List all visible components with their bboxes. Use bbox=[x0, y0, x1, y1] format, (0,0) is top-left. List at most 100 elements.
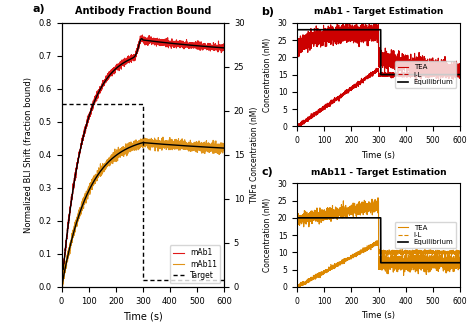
Equilibrium bbox=[378, 73, 383, 77]
Y-axis label: Concentration (nM): Concentration (nM) bbox=[263, 198, 272, 272]
TEA bbox=[343, 17, 348, 21]
I-L bbox=[323, 270, 328, 274]
mAb1 bbox=[128, 57, 134, 61]
TEA bbox=[414, 80, 419, 84]
I-L bbox=[313, 111, 319, 115]
I-L bbox=[295, 126, 301, 130]
mAb1 bbox=[221, 46, 227, 50]
TEA bbox=[401, 274, 406, 277]
I-L bbox=[323, 103, 328, 107]
I-L bbox=[457, 74, 463, 78]
Line: mAb11: mAb11 bbox=[62, 137, 224, 291]
Legend: TEA, I-L, Equilibrium: TEA, I-L, Equilibrium bbox=[395, 222, 456, 248]
Equilibrium bbox=[454, 73, 459, 77]
TEA bbox=[454, 69, 459, 73]
Line: I-L: I-L bbox=[297, 68, 460, 128]
Y-axis label: TNFα Concentration (nM): TNFα Concentration (nM) bbox=[250, 107, 259, 203]
Target bbox=[221, 278, 227, 282]
Equilibrium bbox=[364, 28, 369, 32]
TEA bbox=[364, 26, 370, 30]
TEA bbox=[437, 60, 442, 64]
TEA bbox=[357, 28, 363, 32]
Legend: mAb1, mAb11, Target: mAb1, mAb11, Target bbox=[170, 245, 220, 283]
TEA bbox=[457, 264, 463, 268]
Text: b): b) bbox=[262, 7, 274, 17]
Equilibrium bbox=[323, 216, 328, 220]
Y-axis label: Normalized BLI Shift (fraction bound): Normalized BLI Shift (fraction bound) bbox=[24, 77, 33, 233]
I-L bbox=[437, 72, 442, 76]
mAb11 bbox=[201, 144, 206, 148]
I-L bbox=[457, 250, 463, 254]
I-L bbox=[454, 72, 459, 76]
Text: a): a) bbox=[32, 4, 45, 14]
mAb1 bbox=[201, 42, 206, 46]
Equilibrium bbox=[357, 216, 363, 220]
mAb1 bbox=[59, 284, 64, 288]
X-axis label: Time (s): Time (s) bbox=[362, 311, 395, 320]
I-L bbox=[294, 124, 300, 127]
Line: Target: Target bbox=[62, 104, 224, 280]
Equilibrium bbox=[378, 261, 383, 265]
Line: mAb1: mAb1 bbox=[62, 35, 224, 287]
I-L bbox=[375, 238, 381, 242]
Legend: TEA, I-L, Equilibrium: TEA, I-L, Equilibrium bbox=[395, 61, 456, 88]
Line: I-L: I-L bbox=[297, 240, 460, 289]
TEA bbox=[375, 196, 381, 200]
I-L bbox=[375, 66, 381, 70]
Target bbox=[59, 102, 64, 106]
X-axis label: Time (s): Time (s) bbox=[362, 151, 395, 160]
Equilibrium bbox=[313, 28, 319, 32]
mAb11 bbox=[121, 148, 127, 152]
Equilibrium bbox=[323, 28, 328, 32]
X-axis label: Time (s): Time (s) bbox=[123, 311, 163, 321]
Line: TEA: TEA bbox=[297, 19, 460, 82]
TEA bbox=[313, 211, 319, 215]
TEA bbox=[364, 202, 369, 206]
Line: Equilibrium: Equilibrium bbox=[297, 30, 460, 75]
mAb11 bbox=[160, 135, 166, 139]
TEA bbox=[323, 214, 328, 218]
I-L bbox=[357, 252, 363, 256]
Title: mAb11 - Target Estimation: mAb11 - Target Estimation bbox=[311, 168, 447, 177]
TEA bbox=[323, 35, 328, 39]
mAb11 bbox=[221, 149, 227, 153]
I-L bbox=[313, 275, 319, 279]
TEA bbox=[294, 53, 300, 57]
Equilibrium bbox=[294, 28, 300, 32]
Equilibrium bbox=[294, 216, 300, 220]
I-L bbox=[437, 249, 442, 253]
I-L bbox=[364, 246, 370, 250]
Equilibrium bbox=[457, 73, 463, 77]
mAb11 bbox=[87, 185, 92, 189]
mAb1 bbox=[139, 33, 145, 37]
mAb1 bbox=[121, 64, 127, 68]
I-L bbox=[294, 282, 300, 286]
Target bbox=[140, 278, 146, 282]
Y-axis label: Concentration (nM): Concentration (nM) bbox=[263, 37, 272, 112]
mAb11 bbox=[128, 140, 134, 144]
TEA bbox=[357, 207, 363, 211]
TEA bbox=[294, 217, 300, 221]
Target bbox=[127, 102, 132, 106]
Line: Equilibrium: Equilibrium bbox=[297, 218, 460, 263]
Title: mAb1 - Target Estimation: mAb1 - Target Estimation bbox=[314, 7, 443, 17]
Equilibrium bbox=[436, 261, 442, 265]
mAb11 bbox=[59, 289, 64, 293]
Equilibrium bbox=[364, 216, 369, 220]
I-L bbox=[364, 76, 370, 80]
TEA bbox=[313, 36, 319, 40]
Equilibrium bbox=[454, 261, 459, 265]
Equilibrium bbox=[457, 261, 463, 265]
TEA bbox=[457, 66, 463, 69]
Line: TEA: TEA bbox=[297, 198, 460, 275]
mAb1 bbox=[218, 45, 224, 49]
Equilibrium bbox=[436, 73, 442, 77]
mAb11 bbox=[218, 144, 224, 148]
Equilibrium bbox=[313, 216, 319, 220]
Equilibrium bbox=[357, 28, 363, 32]
mAb1 bbox=[87, 111, 93, 115]
mAb11 bbox=[77, 212, 83, 216]
I-L bbox=[357, 82, 363, 85]
mAb1 bbox=[77, 149, 83, 153]
TEA bbox=[454, 263, 459, 267]
